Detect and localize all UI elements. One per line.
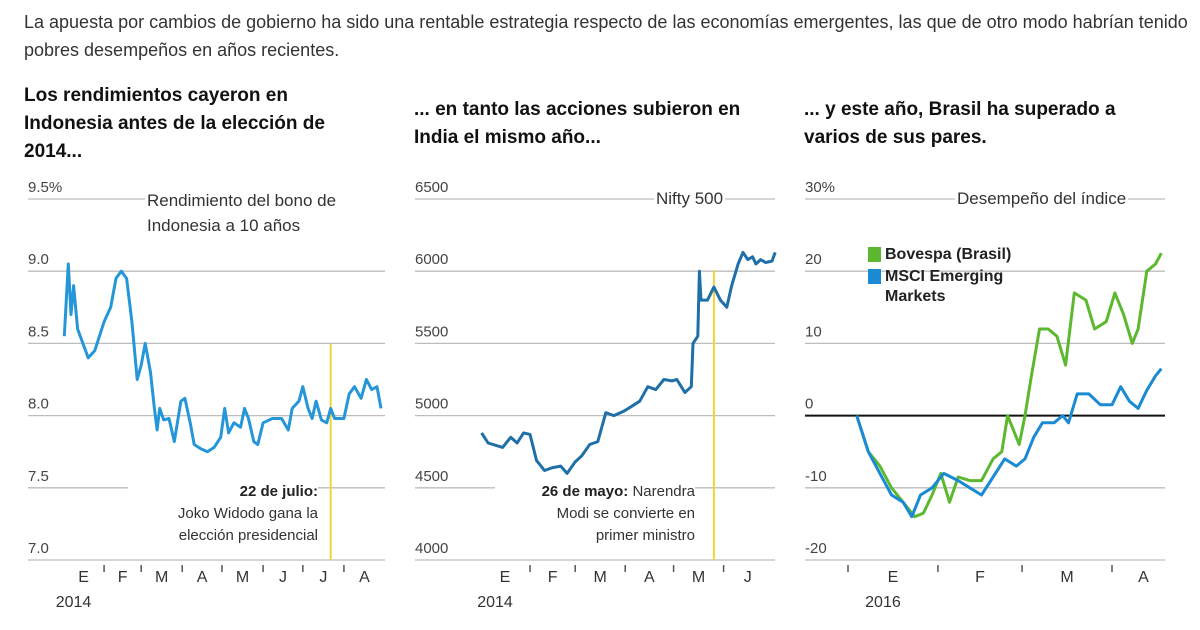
- x-tick-label: M: [236, 569, 249, 586]
- legend-label: Bovespa (Brasil): [885, 246, 1012, 263]
- event-text: Modi se convierte en: [556, 505, 695, 522]
- event-text: Joko Widodo gana la: [177, 505, 318, 522]
- x-tick-label: J: [319, 569, 327, 586]
- x-tick-label: F: [975, 569, 985, 586]
- y-tick-label: 6500: [415, 179, 448, 196]
- x-year-label: 2016: [865, 594, 901, 611]
- x-tick-label: M: [594, 569, 607, 586]
- x-tick-label: E: [888, 569, 899, 586]
- series-label-performance: Desempeño del índice: [955, 188, 1129, 210]
- x-tick-label: J: [744, 569, 752, 586]
- event-text: elección presidencial: [178, 527, 318, 544]
- panel-title-brasil: ... y este año, Brasil ha superado a var…: [804, 99, 1116, 148]
- x-tick-label: F: [548, 569, 558, 586]
- y-tick-label: 9.5%: [28, 179, 62, 196]
- event-annotation-india: 26 de mayo: Narendra Modi se convierte e…: [495, 481, 695, 547]
- y-tick-label: 30%: [805, 179, 835, 196]
- intro-text: La apuesta por cambios de gobierno ha si…: [24, 12, 1188, 60]
- series-label-indonesia: Rendimiento del bono de Indonesia a 10 a…: [145, 188, 394, 238]
- y-tick-label: 0: [805, 396, 813, 413]
- x-tick-label: A: [1138, 569, 1149, 586]
- y-tick-label: 8.5: [28, 323, 49, 340]
- panel-title-india: ... en tanto las acciones subieron en In…: [414, 99, 741, 148]
- x-tick-label: A: [644, 569, 655, 586]
- legend-label: MSCI Emerging Markets: [885, 268, 1004, 305]
- y-tick-label: -20: [805, 540, 827, 557]
- x-tick-label: A: [197, 569, 208, 586]
- y-tick-label: -10: [805, 468, 827, 485]
- event-annotation-indonesia: 22 de julio: Joko Widodo gana la elecció…: [128, 481, 318, 547]
- series-line-main: [480, 250, 777, 475]
- x-year-label: 2014: [477, 594, 513, 611]
- legend-item-bovespa: Bovespa (Brasil): [868, 245, 1035, 265]
- x-tick-label: A: [359, 569, 370, 586]
- x-tick-label: E: [500, 569, 511, 586]
- legend-item-msci: MSCI Emerging Markets: [868, 267, 1035, 307]
- y-tick-label: 9.0: [28, 251, 49, 268]
- series-line-msci-emerging-markets: [855, 367, 1163, 519]
- y-tick-label: 4000: [415, 540, 448, 557]
- y-tick-label: 7.5: [28, 468, 49, 485]
- panel-title-indonesia: Los rendimientos cayeron en Indonesia an…: [24, 85, 325, 162]
- y-tick-label: 10: [805, 323, 822, 340]
- x-tick-label: J: [279, 569, 287, 586]
- event-text: primer ministro: [595, 527, 695, 544]
- event-text: Narendra: [632, 483, 695, 500]
- x-tick-label: M: [155, 569, 168, 586]
- y-tick-label: 6000: [415, 251, 448, 268]
- x-tick-label: M: [692, 569, 705, 586]
- series-label-nifty: Nifty 500: [654, 188, 726, 210]
- legend-swatch-blue: [868, 269, 881, 284]
- y-tick-label: 8.0: [28, 396, 49, 413]
- legend: Bovespa (Brasil) MSCI Emerging Markets: [868, 245, 1035, 307]
- y-tick-label: 5500: [415, 323, 448, 340]
- y-tick-label: 5000: [415, 396, 448, 413]
- x-tick-label: M: [1060, 569, 1073, 586]
- legend-swatch-green: [868, 247, 881, 262]
- y-tick-label: 20: [805, 251, 822, 268]
- event-title: 22 de julio:: [239, 483, 318, 500]
- x-tick-label: E: [78, 569, 89, 586]
- series-line-main: [62, 262, 383, 454]
- y-tick-label: 4500: [415, 468, 448, 485]
- x-year-label: 2014: [56, 594, 92, 611]
- event-title: 26 de mayo:: [541, 483, 629, 500]
- y-tick-label: 7.0: [28, 540, 49, 557]
- x-tick-label: F: [118, 569, 128, 586]
- series-line-bovespa-brasil: [855, 252, 1163, 519]
